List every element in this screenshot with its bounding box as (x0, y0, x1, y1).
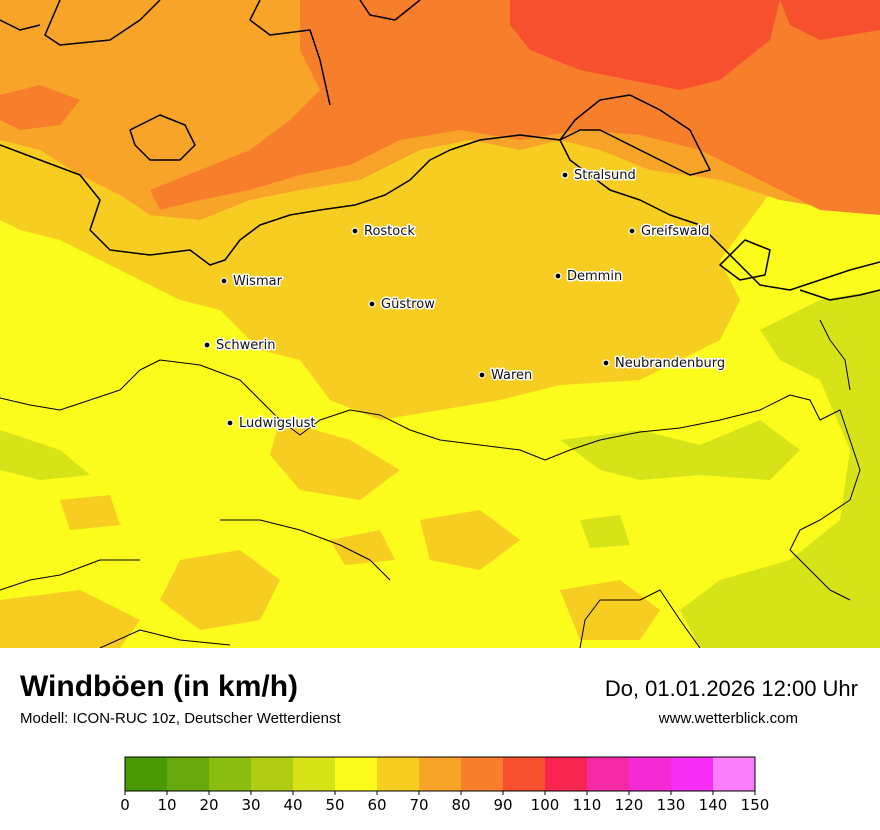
legend-bin (167, 757, 209, 791)
legend-tick-label: 60 (367, 796, 386, 814)
map-title: Windböen (in km/h) (20, 670, 299, 703)
city-rostock: Rostock (351, 223, 417, 241)
city-label: Demmin (567, 269, 622, 284)
legend-tick-label: 10 (157, 796, 176, 814)
state-borders (0, 319, 861, 648)
city-dot (628, 227, 636, 235)
legend-tick-label: 100 (531, 796, 560, 814)
legend-tick-label: 120 (615, 796, 644, 814)
city-güstrow: Güstrow (368, 296, 437, 314)
legend-tick-label: 40 (283, 796, 302, 814)
legend-tick-label: 30 (241, 796, 260, 814)
legend-tick-label: 20 (199, 796, 218, 814)
legend-tick-label: 140 (699, 796, 728, 814)
city-dot (368, 300, 376, 308)
legend-bin (251, 757, 293, 791)
city-dot (554, 272, 562, 280)
legend-bin (713, 757, 755, 791)
legend-bin (125, 757, 167, 791)
wind-gust-map: Stralsund Rostock Greifswald Wismar Demmin Gü… (0, 0, 880, 648)
city-label: Rostock (364, 224, 415, 239)
legend-tick-label: 130 (657, 796, 686, 814)
city-dot (226, 419, 234, 427)
legend-tick-label: 50 (325, 796, 344, 814)
legend-tick-label: 110 (573, 796, 602, 814)
city-label: Waren (491, 368, 532, 383)
forecast-datetime: Do, 01.01.2026 12:00 Uhr (604, 676, 858, 701)
legend-bin (587, 757, 629, 791)
city-dot (561, 171, 569, 179)
model-source: Modell: ICON-RUC 10z, Deutscher Wetterdi… (20, 710, 341, 727)
city-markers: Stralsund Rostock Greifswald Wismar Demmin Gü… (203, 167, 727, 433)
legend-bin (629, 757, 671, 791)
legend-bin (335, 757, 377, 791)
legend-tick-label: 80 (451, 796, 470, 814)
legend-bin (209, 757, 251, 791)
color-legend: 0 10 20 30 40 50 60 70 80 90 100 110 120 130 140 150 (120, 756, 769, 814)
city-ludwigslust: Ludwigslust (226, 415, 317, 433)
city-dot (351, 227, 359, 235)
legend-tick-label: 150 (741, 796, 770, 814)
city-dot (602, 359, 610, 367)
city-demmin: Demmin (554, 268, 624, 286)
map-canvas: Stralsund Rostock Greifswald Wismar Demmin Gü… (0, 0, 880, 648)
legend-bin (671, 757, 713, 791)
city-label: Schwerin (216, 338, 275, 353)
map-footer: Windböen (in km/h) Modell: ICON-RUC 10z,… (0, 648, 880, 830)
gust-zone-90-100 (510, 0, 880, 90)
legend-bin (419, 757, 461, 791)
legend-tick-label: 90 (493, 796, 512, 814)
city-greifswald: Greifswald (628, 223, 711, 241)
city-dot (203, 341, 211, 349)
legend-bins (124, 756, 756, 792)
legend-border (124, 756, 756, 792)
city-dot (220, 277, 228, 285)
legend-bin (503, 757, 545, 791)
city-stralsund: Stralsund (561, 167, 637, 185)
legend-ticks: 0 10 20 30 40 50 60 70 80 90 100 110 120 130 140 150 (120, 791, 769, 814)
city-waren: Waren (478, 367, 534, 385)
legend-bin (377, 757, 419, 791)
coastline (0, 0, 880, 301)
city-label: Güstrow (381, 297, 435, 312)
gust-zone-40-50 (0, 290, 880, 648)
legend-bin (545, 757, 587, 791)
legend-tick-label: 0 (120, 796, 130, 814)
legend-bin (461, 757, 503, 791)
city-label: Wismar (233, 274, 283, 289)
website-link[interactable]: www.wetterblick.com (658, 710, 798, 727)
city-dot (478, 371, 486, 379)
legend-tick-label: 70 (409, 796, 428, 814)
city-label: Ludwigslust (239, 416, 316, 431)
city-label: Stralsund (574, 168, 636, 183)
city-label: Greifswald (641, 224, 710, 239)
city-schwerin: Schwerin (203, 337, 277, 355)
city-neubrandenburg: Neubrandenburg (602, 355, 727, 373)
city-wismar: Wismar (220, 273, 284, 291)
legend-bin (293, 757, 335, 791)
city-label: Neubrandenburg (615, 356, 725, 371)
